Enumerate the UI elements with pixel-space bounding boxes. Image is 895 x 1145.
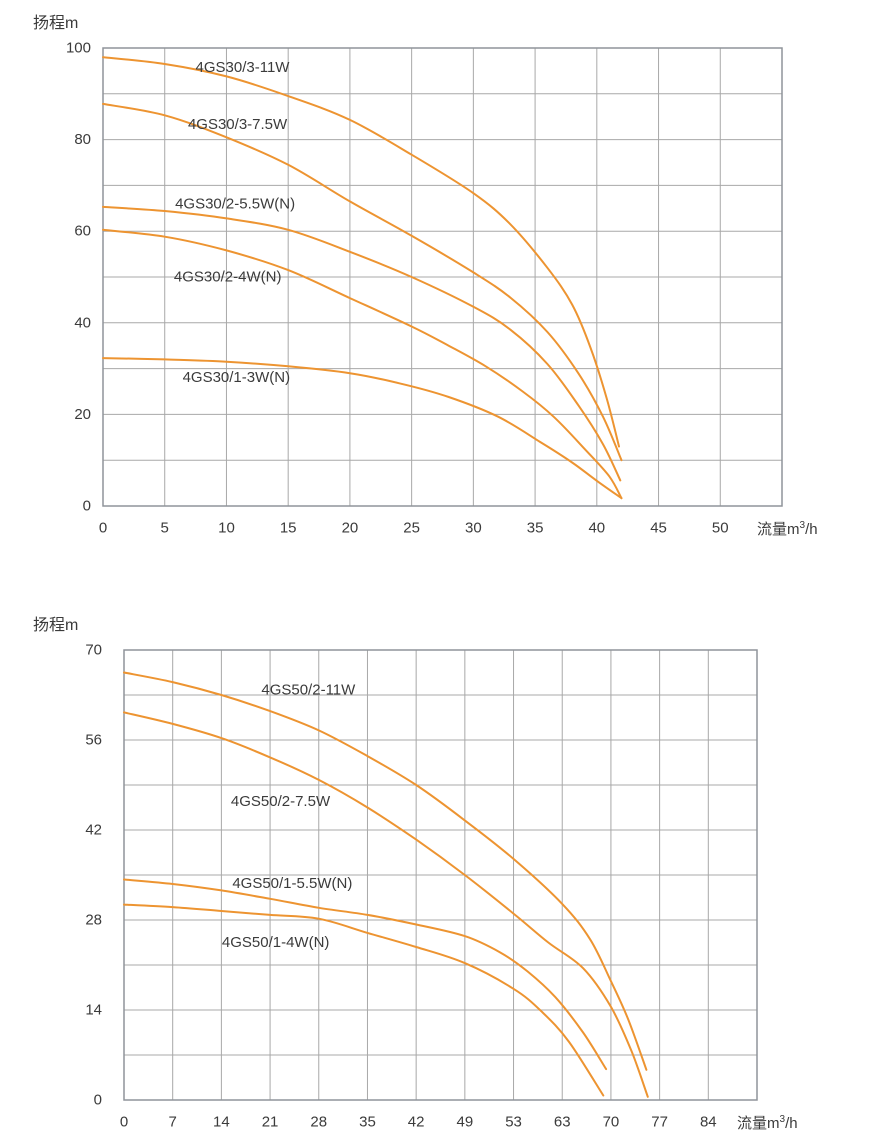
- x-tick-label: 49: [457, 1114, 474, 1131]
- x-tick-label: 5: [161, 520, 169, 537]
- x-tick-label: 0: [99, 520, 107, 537]
- x-tick-label: 15: [280, 520, 297, 537]
- x-tick-label: 14: [213, 1114, 230, 1131]
- x-tick-label: 40: [588, 520, 605, 537]
- curve-label: 4GS50/2-7.5W: [231, 793, 331, 810]
- y-tick-label: 40: [74, 314, 91, 331]
- x-tick-label: 84: [700, 1114, 717, 1131]
- plot-area-border: [102, 47, 783, 507]
- plot-area-border: [123, 649, 758, 1101]
- curve-label: 4GS50/1-5.5W(N): [232, 875, 352, 892]
- curve-label: 4GS30/3-11W: [196, 59, 291, 76]
- y-tick-label: 56: [85, 732, 102, 749]
- x-tick-label: 21: [262, 1114, 279, 1131]
- pump-curve: [102, 205, 622, 482]
- chart-2: 70 56 42 28 14 0 0 7 14 21 28 35 42 49 53 63 70 77 84 流量m3/…: [85, 642, 797, 1133]
- x-tick-label: 30: [465, 520, 482, 537]
- x-tick-label: 42: [408, 1114, 425, 1131]
- curve-label: 4GS50/1-4W(N): [222, 934, 330, 951]
- y-tick-label: 14: [85, 1002, 102, 1019]
- x-tick-label: 45: [650, 520, 667, 537]
- x-tick-label: 0: [120, 1114, 128, 1131]
- pump-curve: [102, 357, 623, 500]
- x-tick-label: 53: [505, 1114, 522, 1131]
- y-tick-label: 70: [85, 642, 102, 659]
- curve-label: 4GS30/2-4W(N): [174, 269, 282, 286]
- y-tick-label: 42: [85, 822, 102, 839]
- x-tick-label: 25: [403, 520, 420, 537]
- y-axis-title-top: 扬程m: [33, 15, 79, 32]
- pump-curve: [123, 903, 605, 1097]
- x-tick-label: 20: [342, 520, 359, 537]
- y-tick-label: 0: [83, 498, 91, 515]
- pump-curve: [123, 671, 648, 1071]
- y-tick-label: 100: [66, 40, 91, 57]
- curve-label: 4GS30/3-7.5W: [188, 116, 288, 133]
- x-tick-label: 35: [359, 1114, 376, 1131]
- y-axis-title-bottom: 扬程m: [33, 617, 79, 634]
- y-tick-label: 0: [94, 1092, 102, 1109]
- pump-curve: [102, 102, 623, 462]
- x-tick-label: 10: [218, 520, 235, 537]
- pump-curve: [102, 56, 620, 448]
- y-tick-label: 20: [74, 406, 91, 423]
- x-tick-label: 50: [712, 520, 729, 537]
- curve-label: 4GS30/2-5.5W(N): [175, 196, 295, 213]
- x-axis-title: 流量m3/h: [757, 520, 818, 538]
- y-tick-label: 60: [74, 223, 91, 240]
- curve-label: 4GS30/1-3W(N): [183, 369, 291, 386]
- pump-curve: [123, 878, 608, 1071]
- y-tick-label: 80: [74, 131, 91, 148]
- x-tick-label: 70: [603, 1114, 620, 1131]
- y-tick-label: 28: [85, 912, 102, 929]
- x-tick-label: 63: [554, 1114, 571, 1131]
- pump-curve: [102, 228, 623, 500]
- x-tick-label: 35: [527, 520, 544, 537]
- x-tick-label: 77: [651, 1114, 668, 1131]
- curve-label: 4GS50/2-11W: [261, 681, 356, 698]
- pump-curve: [123, 711, 649, 1098]
- x-tick-label: 7: [169, 1114, 177, 1131]
- chart-1: 100 80 60 40 20 00 5 10 15 20 25 30 35 40 45 50 流量m3/h 4G…: [66, 40, 818, 539]
- x-axis-title: 流量m3/h: [737, 1114, 798, 1132]
- x-tick-label: 28: [310, 1114, 327, 1131]
